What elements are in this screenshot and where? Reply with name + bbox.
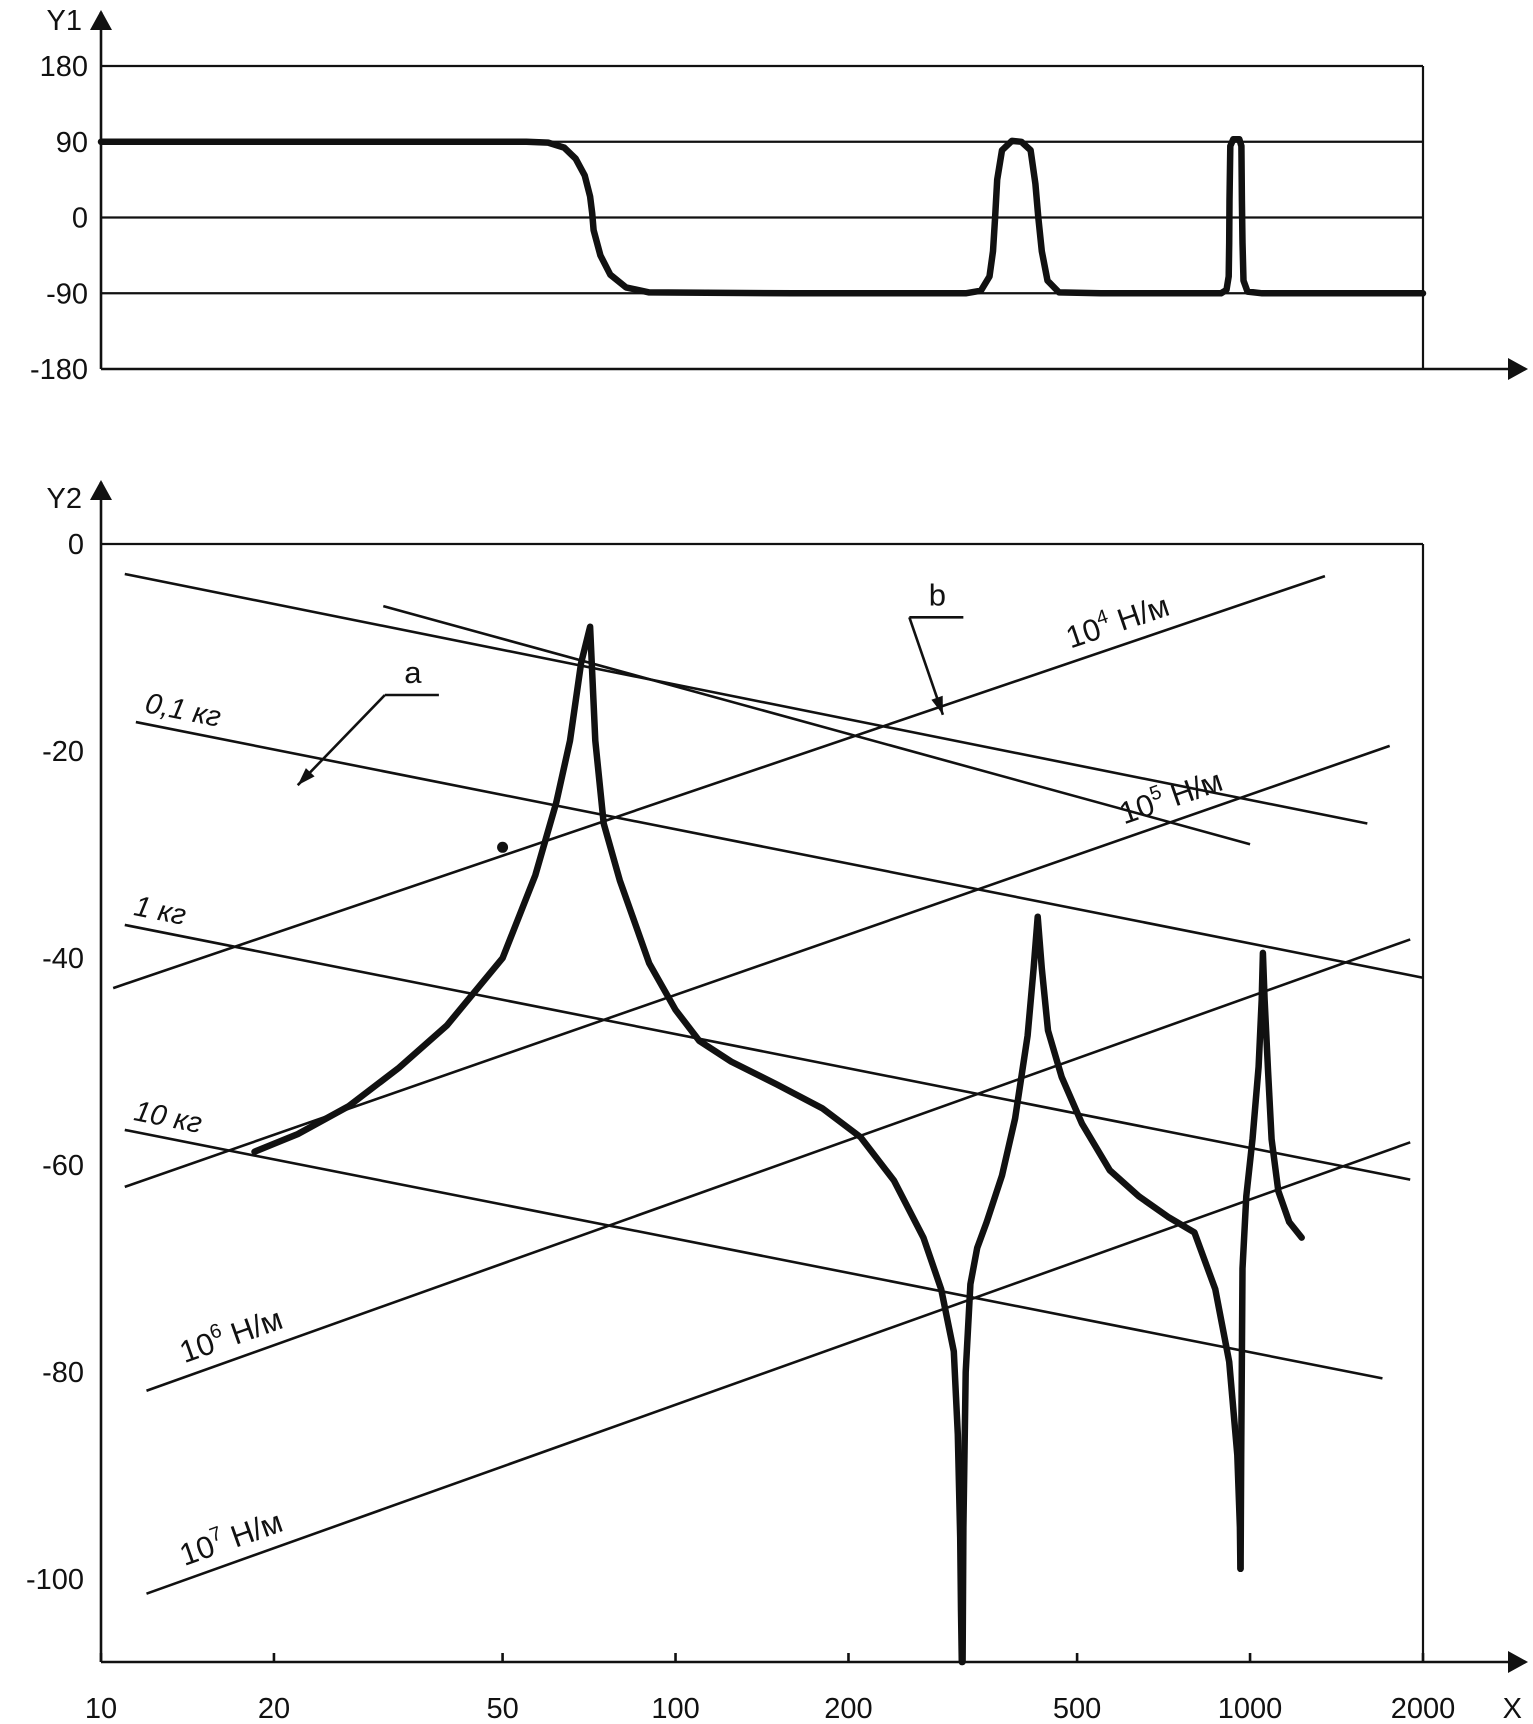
magnitude-y-tick-label: 0 xyxy=(68,529,84,561)
stiffness-line-label: 104 Н/м xyxy=(1061,586,1174,655)
stiffness-line-label: 106 Н/м xyxy=(174,1299,287,1370)
annotation-arrowhead xyxy=(931,695,943,715)
phase-y-tick-label: 180 xyxy=(40,51,88,83)
reference-line xyxy=(124,744,1391,1189)
reference-line xyxy=(382,604,1251,846)
reference-line xyxy=(124,923,1411,1181)
magnitude-x-tick-label: 200 xyxy=(824,1693,872,1724)
reference-line xyxy=(124,572,1368,825)
phase-y-tick-label: 0 xyxy=(72,203,88,235)
phase-y-axis-label: Y1 xyxy=(47,5,82,37)
reference-line xyxy=(135,720,1424,980)
phase-y-axis-arrow xyxy=(90,10,112,30)
magnitude-y-axis-arrow xyxy=(90,480,112,500)
stiffness-line-label: 105 Н/м xyxy=(1114,761,1227,831)
magnitude-x-axis-label: X xyxy=(1503,1693,1522,1724)
reference-line xyxy=(146,1141,1411,1595)
magnitude-x-tick-label: 1000 xyxy=(1218,1693,1283,1724)
magnitude-x-tick-label: 50 xyxy=(486,1693,518,1724)
magnitude-x-tick-label: 20 xyxy=(258,1693,290,1724)
curve-marker xyxy=(497,841,509,853)
annotation-arrowhead xyxy=(297,768,315,786)
magnitude-x-tick-label: 10 xyxy=(85,1693,117,1724)
magnitude-series-line xyxy=(959,913,1244,1666)
magnitude-y-tick-label: -20 xyxy=(42,736,84,768)
phase-y-tick-label: -90 xyxy=(46,278,88,310)
phase-y-tick-label: -180 xyxy=(30,354,88,386)
phase-chart: 180 90 0 -90 -180 Y1 xyxy=(30,5,1508,386)
annotation-label: b xyxy=(929,577,946,612)
annotation-leader xyxy=(296,694,386,787)
magnitude-x-tick-label: 500 xyxy=(1053,1693,1101,1724)
magnitude-series-line xyxy=(1237,949,1305,1573)
magnitude-y-axis-label: Y2 xyxy=(47,483,82,515)
phase-y-tick-label: 90 xyxy=(56,127,88,159)
reference-line xyxy=(112,574,1326,990)
magnitude-y-tick-label: -60 xyxy=(42,1150,84,1182)
phase-series-line xyxy=(97,135,1427,297)
magnitude-x-tick-label: 2000 xyxy=(1391,1693,1456,1724)
magnitude-series-line xyxy=(251,623,966,1666)
reference-line xyxy=(146,938,1411,1393)
reference-line xyxy=(124,1128,1383,1380)
phase-x-axis-arrow xyxy=(1508,358,1528,380)
magnitude-chart: Y2 X 0 -20 -40 -60 -80 -100 10 20 50 100 200 500 1000 2… xyxy=(26,482,1522,1724)
stiffness-line-label: 107 Н/м xyxy=(174,1502,287,1573)
magnitude-y-tick-label: -80 xyxy=(42,1357,84,1389)
magnitude-x-tick-label: 100 xyxy=(651,1693,699,1724)
mass-line-label: 1 кг xyxy=(131,890,188,932)
magnitude-x-axis-arrow xyxy=(1508,1651,1528,1673)
annotation-label: a xyxy=(404,655,422,690)
magnitude-y-tick-label: -100 xyxy=(26,1564,84,1596)
magnitude-y-tick-label: -40 xyxy=(42,943,84,975)
